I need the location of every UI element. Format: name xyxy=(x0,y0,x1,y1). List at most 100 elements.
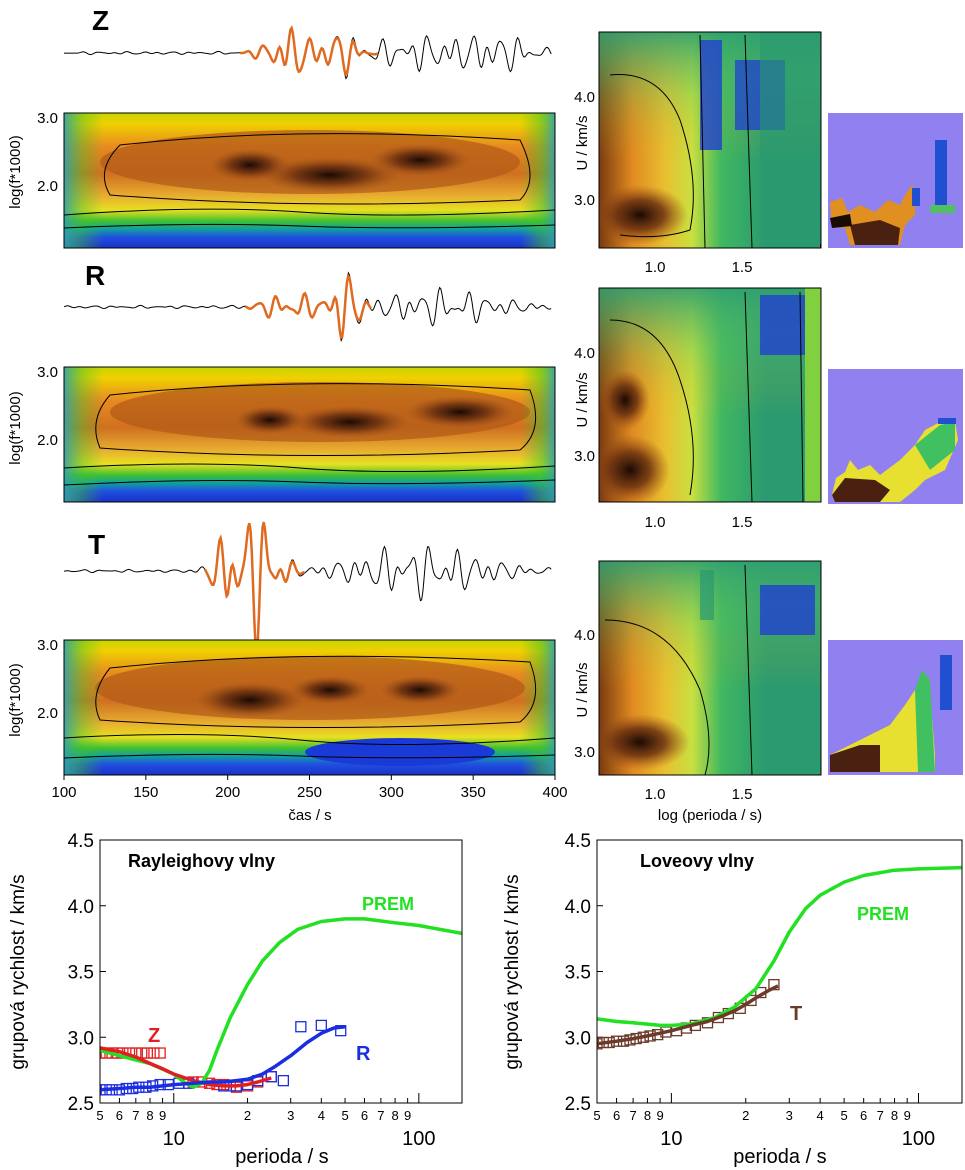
time-axis-label: čas / s xyxy=(288,807,331,824)
plot-rayleigh-xtick-minor-label: 5 xyxy=(341,1108,348,1123)
plot-love-xtick-major-label: 100 xyxy=(902,1128,935,1150)
mask-panel-t xyxy=(828,640,963,775)
plot-rayleigh-marker-r xyxy=(295,1021,307,1033)
time-axis-tick-label: 300 xyxy=(379,784,404,801)
plot-love-xtick-minor-label: 7 xyxy=(629,1108,636,1123)
uv-r-ytick-4: 4.0 xyxy=(574,345,595,362)
tf-r-ylabel: log(f*1000) xyxy=(7,391,24,464)
plot-love-ytick-label: 3.5 xyxy=(565,963,591,984)
seismogram-t-fit xyxy=(203,522,306,653)
plot-love-line-t xyxy=(597,984,779,1046)
time-axis-tick-label: 250 xyxy=(297,784,322,801)
plot-rayleigh-ylabel: grupová rychlost / km/s xyxy=(8,874,29,1069)
plot-love-xtick-minor-label: 8 xyxy=(644,1108,651,1123)
plot-rayleigh-axes: 2.53.03.54.04.55 6 7 8 9 2 3 4 5 6 7 8 910 100 xyxy=(68,831,436,1150)
plot-love-ytick-label: 4.0 xyxy=(565,897,591,918)
plot-love-xtick-minor-label: 9 xyxy=(656,1108,663,1123)
plot-rayleigh-series xyxy=(100,917,462,1096)
plot-love-xtick-minor-label: 5 xyxy=(840,1108,847,1123)
plot-love-ytick-label: 4.5 xyxy=(565,831,591,852)
uv-t-ytick-4: 4.0 xyxy=(574,627,595,644)
uv-map-z xyxy=(599,32,821,248)
plot-rayleigh-marker-z xyxy=(148,1047,160,1059)
uv-map-r xyxy=(599,288,821,502)
plot-love-xtick-minor-label: 4 xyxy=(817,1108,824,1123)
plot-love-t-label: T xyxy=(790,1003,802,1025)
time-axis-tick-label: 400 xyxy=(542,784,567,801)
time-axis-tick-label: 150 xyxy=(133,784,158,801)
plot-love-xtick-minor-label: 8 xyxy=(891,1108,898,1123)
plot-love-marker-t xyxy=(745,994,757,1007)
uv-z-xtick-10: 1.0 xyxy=(645,259,666,276)
plot-rayleigh-r-label: R xyxy=(356,1043,371,1065)
uv-r-xtick-10: 1.0 xyxy=(645,514,666,531)
plot-love-series xyxy=(597,865,962,1050)
mask-panel-r xyxy=(828,369,963,504)
seismogram-z-trace xyxy=(63,27,552,80)
seismogram-t-trace xyxy=(63,521,552,652)
plot-rayleigh-xtick-minor-label: 7 xyxy=(377,1108,384,1123)
plot-love-axes: 2.53.03.54.04.55 6 7 8 9 2 3 4 5 6 7 8 910 100 xyxy=(565,831,936,1150)
plot-rayleigh-marker-r xyxy=(315,1019,327,1032)
plot-love-xtick-minor-label: 7 xyxy=(877,1108,884,1123)
tf-z-ylabel: log(f*1000) xyxy=(7,135,24,208)
time-axis-tick-label: 100 xyxy=(51,784,76,801)
plot-rayleigh-xtick-minor-label: 5 xyxy=(96,1108,103,1123)
seismogram-r-fit xyxy=(244,273,372,341)
plot-rayleigh-xtick-minor-label: 6 xyxy=(116,1108,123,1123)
plot-love-xtick-minor-label: 3 xyxy=(786,1108,793,1123)
plot-rayleigh-ytick-label: 3.5 xyxy=(68,963,94,984)
uv-t-ytick-3: 3.0 xyxy=(574,744,595,761)
seismogram-z xyxy=(63,25,552,80)
seismogram-z-fit xyxy=(239,25,379,76)
plot-rayleigh-ytick-label: 4.0 xyxy=(68,897,94,918)
plot-rayleigh-xtick-minor-label: 8 xyxy=(391,1108,398,1123)
tf-map-z xyxy=(64,113,555,248)
uv-r-xtick-15: 1.5 xyxy=(732,514,753,531)
plot-rayleigh-marker-r xyxy=(265,1071,277,1083)
plot-love-xtick-minor-label: 6 xyxy=(613,1108,620,1123)
uv-z-xtick-15: 1.5 xyxy=(732,259,753,276)
tf-z-ytick-3: 3.0 xyxy=(37,110,58,127)
seismogram-t xyxy=(63,521,552,653)
plot-rayleigh-marker-z xyxy=(154,1047,166,1059)
uv-z-ytick-4: 4.0 xyxy=(574,89,595,106)
plot-rayleigh-prem-label: PREM xyxy=(362,894,414,914)
plot-rayleigh-marker-r xyxy=(277,1074,290,1087)
plot-love-xtick-minor-label: 6 xyxy=(860,1108,867,1123)
plot-love-xtick-major-label: 10 xyxy=(660,1128,682,1150)
plot-love-line-prem xyxy=(597,865,962,1028)
plot-rayleigh-ytick-label: 3.0 xyxy=(68,1028,94,1049)
uv-map-t xyxy=(599,561,821,775)
plot-love-prem-label: PREM xyxy=(857,904,909,924)
plot-rayleigh-xtick-minor-label: 9 xyxy=(404,1108,411,1123)
plot-rayleigh-z-label: Z xyxy=(148,1025,160,1047)
plot-rayleigh-xtick-minor-label: 8 xyxy=(146,1108,153,1123)
component-label-t: T xyxy=(88,529,105,560)
plot-love-xlabel: perioda / s xyxy=(733,1146,826,1168)
plot-rayleigh-xtick-minor-label: 2 xyxy=(244,1108,251,1123)
plot-rayleigh-xlabel: perioda / s xyxy=(235,1146,328,1168)
uv-t-xtick-15: 1.5 xyxy=(732,786,753,803)
time-axis-tick-label: 350 xyxy=(461,784,486,801)
mask-panel-z xyxy=(828,113,963,248)
plot-rayleigh-xtick-minor-label: 3 xyxy=(287,1108,294,1123)
uv-z-ytick-3: 3.0 xyxy=(574,192,595,209)
tf-r-ytick-2: 2.0 xyxy=(37,432,58,449)
seismogram-r xyxy=(63,271,552,343)
plot-rayleigh-xtick-major-label: 100 xyxy=(402,1128,435,1150)
tf-map-r xyxy=(64,367,555,502)
time-axis-tick-label: 200 xyxy=(215,784,240,801)
plot-love-ytick-label: 2.5 xyxy=(565,1094,591,1115)
plot-rayleigh-ytick-label: 4.5 xyxy=(68,831,94,852)
plot-love: 2.53.03.54.04.55 6 7 8 9 2 3 4 5 6 7 8 910 100 Loveov… xyxy=(502,831,962,1168)
tf-z-ytick-2: 2.0 xyxy=(37,178,58,195)
tf-t-ylabel: log(f*1000) xyxy=(7,663,24,736)
plot-rayleigh: 2.53.03.54.04.55 6 7 8 9 2 3 4 5 6 7 8 910 100 Raylei… xyxy=(8,831,462,1168)
plot-rayleigh-xtick-minor-label: 4 xyxy=(318,1108,325,1123)
plot-love-xtick-minor-label: 9 xyxy=(904,1108,911,1123)
component-label-r: R xyxy=(85,260,105,291)
plot-rayleigh-title: Rayleighovy vlny xyxy=(128,851,275,871)
uv-z-ylabel: U / km/s xyxy=(574,116,591,171)
